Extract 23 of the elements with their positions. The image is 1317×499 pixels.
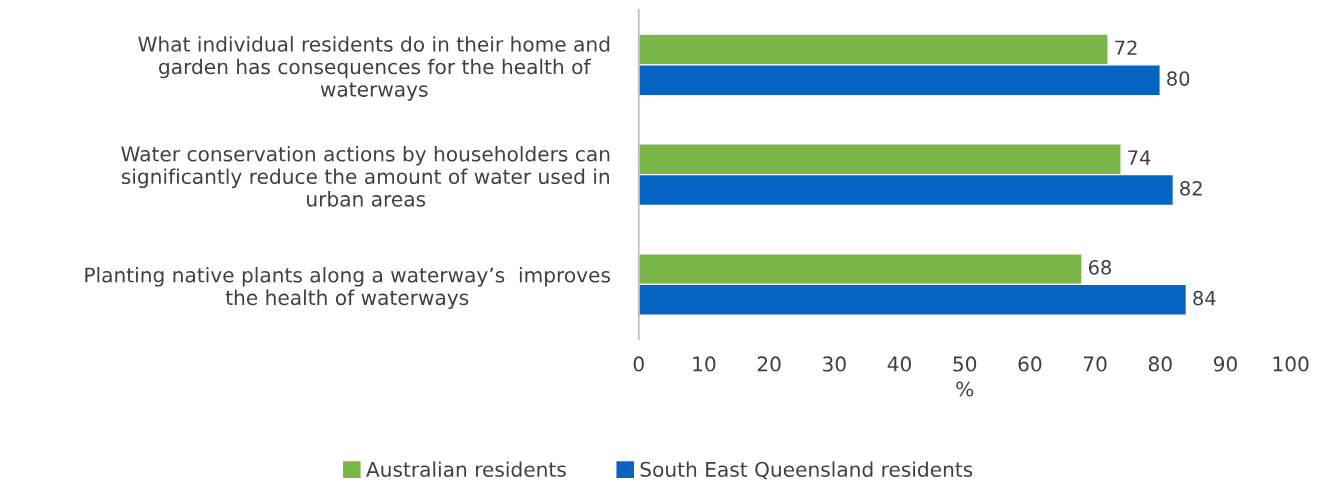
x-tick-label: 40 — [887, 356, 911, 372]
legend-label: South East Queensland residents — [640, 461, 973, 480]
x-axis-title: % — [956, 381, 974, 397]
x-tick-label: 20 — [757, 356, 781, 372]
x-tick-label: 90 — [1213, 356, 1237, 372]
data-label: 68 — [1088, 259, 1112, 275]
data-label: 72 — [1115, 40, 1137, 55]
x-tick-label: 0 — [633, 356, 644, 372]
legend-label: Australian residents — [366, 461, 566, 477]
x-tick-label: 10 — [693, 356, 716, 372]
y-tick-label: What individual residents do in their home and garden has consequences for the health of waterways — [138, 36, 610, 101]
x-tick-label: 50 — [953, 356, 977, 372]
x-tick-label: 30 — [823, 356, 846, 372]
y-tick-label: Water conservation actions by householders can significantly reduce the amount of water used in urban areas — [121, 145, 610, 207]
x-tick-label: 100 — [1273, 356, 1309, 372]
x-tick-label: 60 — [1018, 356, 1042, 372]
data-label: 82 — [1180, 180, 1202, 196]
x-tick-label: 70 — [1083, 356, 1107, 372]
data-label: 84 — [1193, 290, 1216, 306]
x-tick-label: 80 — [1148, 356, 1172, 372]
data-label: 74 — [1128, 150, 1151, 165]
y-tick-label: Planting native plants along a waterway’s improves the health of waterways — [85, 267, 610, 310]
data-label: 80 — [1167, 71, 1190, 86]
